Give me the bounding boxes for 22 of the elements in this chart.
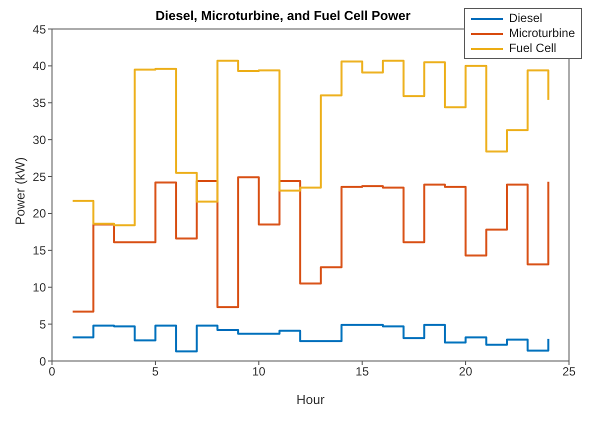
y-tick-label: 40 xyxy=(32,59,46,74)
y-tick-label: 15 xyxy=(32,244,46,258)
y-tick-label: 45 xyxy=(32,22,46,36)
y-tick-label: 0 xyxy=(39,354,46,368)
x-axis-title: Hour xyxy=(296,392,326,408)
y-axis-title: Power (kW) xyxy=(12,157,28,225)
x-tick-label: 25 xyxy=(562,364,576,379)
legend-label: Microturbine xyxy=(508,26,575,41)
y-tick-label: 30 xyxy=(32,132,46,147)
y-tick-label: 5 xyxy=(39,317,46,332)
chart-title: Diesel, Microturbine, and Fuel Cell Power xyxy=(156,8,410,23)
legend-label: Fuel Cell xyxy=(508,41,556,56)
y-tick-label: 10 xyxy=(32,280,46,294)
y-tick-label: 35 xyxy=(32,96,46,110)
x-tick-label: 15 xyxy=(356,364,370,379)
x-tick-label: 0 xyxy=(48,364,56,379)
x-tick-label: 20 xyxy=(458,364,473,379)
x-tick-label: 10 xyxy=(252,364,266,379)
x-tick-label: 5 xyxy=(152,364,160,379)
legend-label: Diesel xyxy=(508,11,542,26)
y-tick-label: 25 xyxy=(32,170,46,184)
y-tick-label: 20 xyxy=(32,206,46,221)
